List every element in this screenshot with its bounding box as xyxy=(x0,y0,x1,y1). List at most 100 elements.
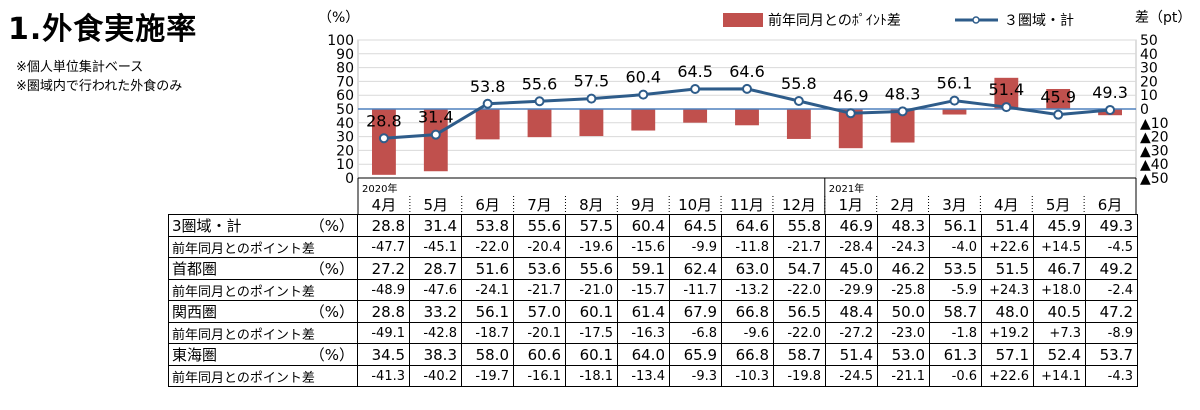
table-cell: -6.8 xyxy=(669,322,722,344)
table-cell: 58.7 xyxy=(773,343,826,366)
series-point xyxy=(845,108,856,119)
table-cell: -40.2 xyxy=(409,365,462,387)
right-tick-label: ▲50 xyxy=(1140,171,1169,187)
bar xyxy=(423,109,448,172)
series-point xyxy=(378,133,389,144)
right-tick-label: 20 xyxy=(1140,74,1158,90)
note-unit-basis: ※個人単位集計ベース xyxy=(16,60,144,75)
right-axis-label: 差（pt） xyxy=(1135,10,1191,26)
year-label: 2021年 xyxy=(829,182,864,195)
bar xyxy=(475,109,500,140)
table-cell: 57.0 xyxy=(513,300,566,323)
table-cell: -20.4 xyxy=(513,236,566,258)
table-cell: 55.6 xyxy=(513,214,566,237)
row-label: 東海圏 （%） xyxy=(168,343,358,366)
table-cell: 56.5 xyxy=(773,300,826,323)
bar xyxy=(735,109,759,126)
right-tick-label: 30 xyxy=(1140,61,1158,77)
row-label: 前年同月とのポイント差 xyxy=(168,322,358,344)
table-cell: -28.4 xyxy=(825,236,878,258)
table-cell: -15.7 xyxy=(617,279,670,301)
row-label-text: 東海圏 xyxy=(172,346,218,364)
left-tick-label: 60 xyxy=(336,88,354,104)
month-label: 6月 xyxy=(475,196,500,214)
month-label: 1月 xyxy=(838,196,863,214)
table-cell: 67.9 xyxy=(669,300,722,323)
series-point xyxy=(1105,104,1116,115)
data-label: 51.4 xyxy=(989,80,1025,99)
table-cell: 66.8 xyxy=(721,343,774,366)
table-cell: +18.0 xyxy=(1033,279,1086,301)
row-label: 首都圏 （%） xyxy=(168,257,358,280)
table-cell: 46.2 xyxy=(877,257,930,280)
table-cell: 34.5 xyxy=(357,343,410,366)
series-point xyxy=(1001,102,1012,113)
table-cell: 31.4 xyxy=(409,214,462,237)
table-cell: 46.9 xyxy=(825,214,878,237)
month-label: 9月 xyxy=(631,196,656,214)
table-cell: -24.3 xyxy=(877,236,930,258)
table-cell: +7.3 xyxy=(1033,322,1086,344)
table-cell: -10.3 xyxy=(721,365,774,387)
table-cell: 56.1 xyxy=(461,300,514,323)
table-cell: 55.8 xyxy=(773,214,826,237)
data-label: 45.9 xyxy=(1040,88,1076,107)
table-cell: -18.7 xyxy=(461,322,514,344)
table-cell: 45.9 xyxy=(1033,214,1086,237)
month-label: 5月 xyxy=(1046,196,1071,214)
left-tick-label: 10 xyxy=(336,157,354,173)
table-cell: 54.7 xyxy=(773,257,826,280)
table-cell: -4.0 xyxy=(929,236,982,258)
row-unit: （%） xyxy=(309,260,354,278)
left-tick-label: 40 xyxy=(336,116,354,132)
row-label: 関西圏 （%） xyxy=(168,300,358,323)
bar xyxy=(683,109,708,123)
table-cell: 28.7 xyxy=(409,257,462,280)
row-unit: （%） xyxy=(309,303,354,321)
bar xyxy=(890,109,915,143)
table-cell: +24.3 xyxy=(981,279,1034,301)
month-label: 6月 xyxy=(1098,196,1123,214)
right-tick-label: ▲20 xyxy=(1140,130,1169,146)
table-cell: -23.0 xyxy=(877,322,930,344)
bar xyxy=(838,109,863,149)
table-row: 首都圏 （%） 27.2 28.7 51.6 53.6 55.6 59.1 62.4 63.0 54… xyxy=(168,257,1138,280)
series-point xyxy=(430,129,441,140)
table-cell: -16.1 xyxy=(513,365,566,387)
table-cell: -15.6 xyxy=(617,236,670,258)
table-cell: -2.4 xyxy=(1085,279,1138,301)
table-cell: -48.9 xyxy=(357,279,410,301)
series-point xyxy=(897,106,908,117)
table-cell: -19.8 xyxy=(773,365,826,387)
table-cell: -4.3 xyxy=(1085,365,1138,387)
table-cell: -27.2 xyxy=(825,322,878,344)
month-label: 7月 xyxy=(527,196,552,214)
table-cell: -24.1 xyxy=(461,279,514,301)
table-cell: 50.0 xyxy=(877,300,930,323)
row-label-text: 前年同月とのポイント差 xyxy=(172,327,315,343)
series-point xyxy=(586,93,597,104)
legend-line-label: ３圏域・計 xyxy=(1004,13,1074,29)
month-label: 4月 xyxy=(372,196,397,214)
table-cell: 48.3 xyxy=(877,214,930,237)
table-cell: -25.8 xyxy=(877,279,930,301)
table-cell: 59.1 xyxy=(617,257,670,280)
table-cell: -20.1 xyxy=(513,322,566,344)
table-cell: -4.5 xyxy=(1085,236,1138,258)
table-cell: -22.0 xyxy=(773,279,826,301)
table-cell: 58.0 xyxy=(461,343,514,366)
table-cell: 47.2 xyxy=(1085,300,1138,323)
row-unit: （%） xyxy=(309,217,354,235)
table-cell: 28.8 xyxy=(357,214,410,237)
table-cell: 48.4 xyxy=(825,300,878,323)
table-cell: 53.5 xyxy=(929,257,982,280)
data-label: 64.5 xyxy=(677,62,713,81)
series-point xyxy=(638,89,649,100)
table-cell: 64.0 xyxy=(617,343,670,366)
table-cell: 45.0 xyxy=(825,257,878,280)
data-label: 57.5 xyxy=(574,72,610,91)
month-label: 5月 xyxy=(424,196,449,214)
month-label: 12月 xyxy=(782,196,816,214)
table-cell: -9.9 xyxy=(669,236,722,258)
data-label: 49.3 xyxy=(1092,83,1128,102)
